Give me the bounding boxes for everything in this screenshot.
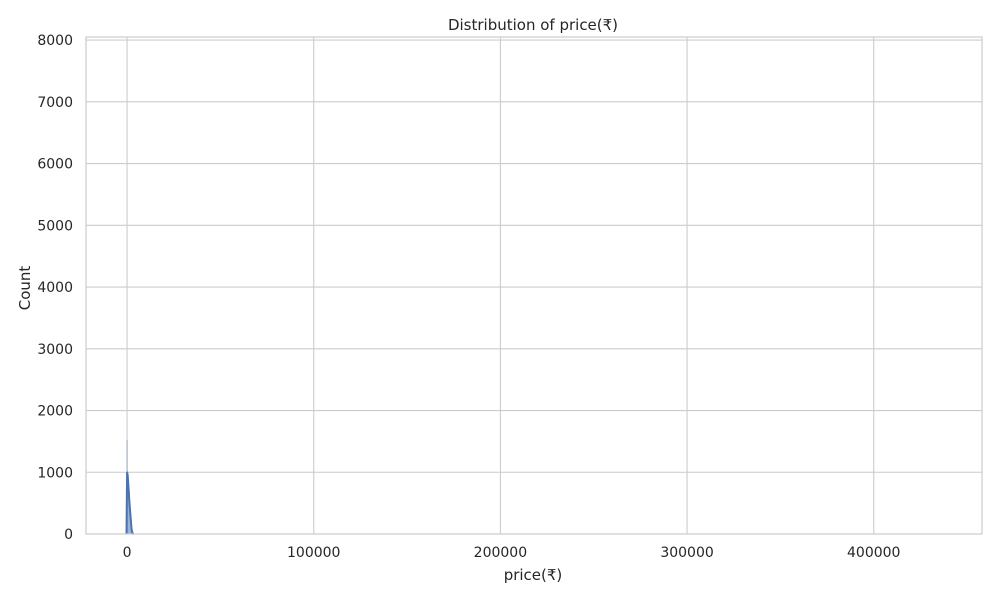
x-tick-label: 100000 <box>287 545 340 561</box>
y-tick-label: 7000 <box>37 95 73 111</box>
chart-title: Distribution of price(₹) <box>448 16 618 34</box>
y-tick-label: 2000 <box>37 404 73 420</box>
y-tick-label: 8000 <box>37 33 73 49</box>
kde-curve <box>125 472 135 535</box>
grid-lines <box>86 37 982 535</box>
x-tick-labels: 0 100000 200000 300000 400000 <box>123 545 901 561</box>
y-tick-label: 6000 <box>37 157 73 173</box>
y-tick-label: 0 <box>64 527 73 543</box>
kde-line <box>125 472 135 535</box>
x-tick-label: 200000 <box>474 545 527 561</box>
x-tick-label: 400000 <box>847 545 900 561</box>
plot-frame <box>85 36 983 535</box>
y-tick-label: 5000 <box>37 218 73 234</box>
y-tick-label: 4000 <box>37 280 73 296</box>
histogram-bar <box>127 476 129 534</box>
y-tick-label: 3000 <box>37 342 73 358</box>
y-tick-labels: 0 1000 2000 3000 4000 5000 6000 7000 8000 <box>37 33 73 543</box>
y-tick-label: 1000 <box>37 465 73 481</box>
x-tick-label: 0 <box>123 545 132 561</box>
x-axis-label: price(₹) <box>504 566 563 584</box>
y-axis-label: Count <box>16 266 34 311</box>
x-tick-label: 300000 <box>660 545 713 561</box>
